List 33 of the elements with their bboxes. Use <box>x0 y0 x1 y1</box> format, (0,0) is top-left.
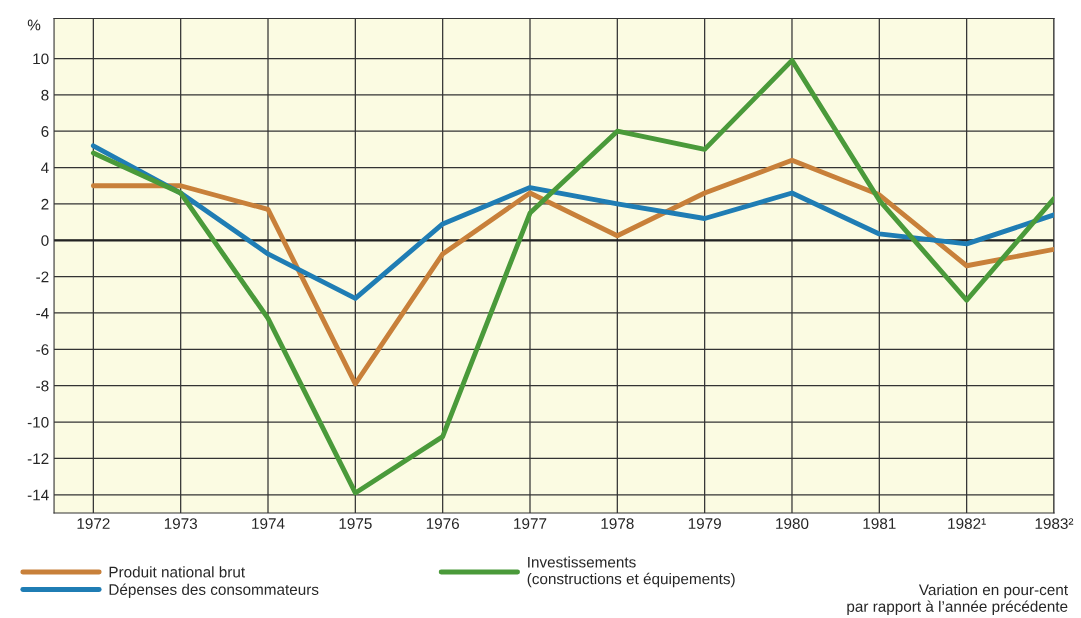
y-tick-label: 2 <box>41 198 49 210</box>
x-tick-label: 1976 <box>426 518 459 530</box>
x-tick-label: 1972 <box>77 518 110 530</box>
legend-label: Investissements (constructions et équipements) <box>527 556 735 588</box>
y-axis-title: % <box>27 19 41 31</box>
y-tick-label: -2 <box>36 271 49 283</box>
y-tick-label: 6 <box>41 126 49 137</box>
line-series <box>90 57 1054 496</box>
x-tick-label: 1973 <box>164 518 197 530</box>
x-tick-label: 1977 <box>514 518 547 530</box>
x-tick-label: 1982¹ <box>948 518 986 530</box>
legend-label: Dépenses des consommateurs <box>109 583 319 598</box>
x-tick-label: 1983² <box>1035 518 1074 530</box>
y-tick-label: -14 <box>27 489 49 501</box>
text: Variation en pour-cent par rapport à l’année précédente <box>847 584 1068 615</box>
x-tick-label: 1981 <box>863 518 896 530</box>
x-tick-label: 1979 <box>688 518 721 530</box>
y-tick-label: 10 <box>33 53 49 65</box>
y-tick-label: 8 <box>41 89 49 101</box>
y-tick-label: -12 <box>27 453 49 464</box>
y-tick-label: 0 <box>41 235 49 246</box>
legend-label: Produit national brut <box>109 566 245 578</box>
x-tick-label: 1975 <box>339 518 372 530</box>
line-series <box>90 157 1054 387</box>
x-tick-label: 1978 <box>601 518 634 530</box>
x-tick-label: 1980 <box>776 518 809 530</box>
line-series <box>90 143 1054 301</box>
y-tick-label: 4 <box>41 162 49 174</box>
y-tick-label: -4 <box>36 308 49 319</box>
y-tick-label: -6 <box>36 344 49 356</box>
y-tick-label: -10 <box>27 416 49 428</box>
y-tick-label: -8 <box>36 380 49 392</box>
x-tick-label: 1974 <box>252 518 285 530</box>
